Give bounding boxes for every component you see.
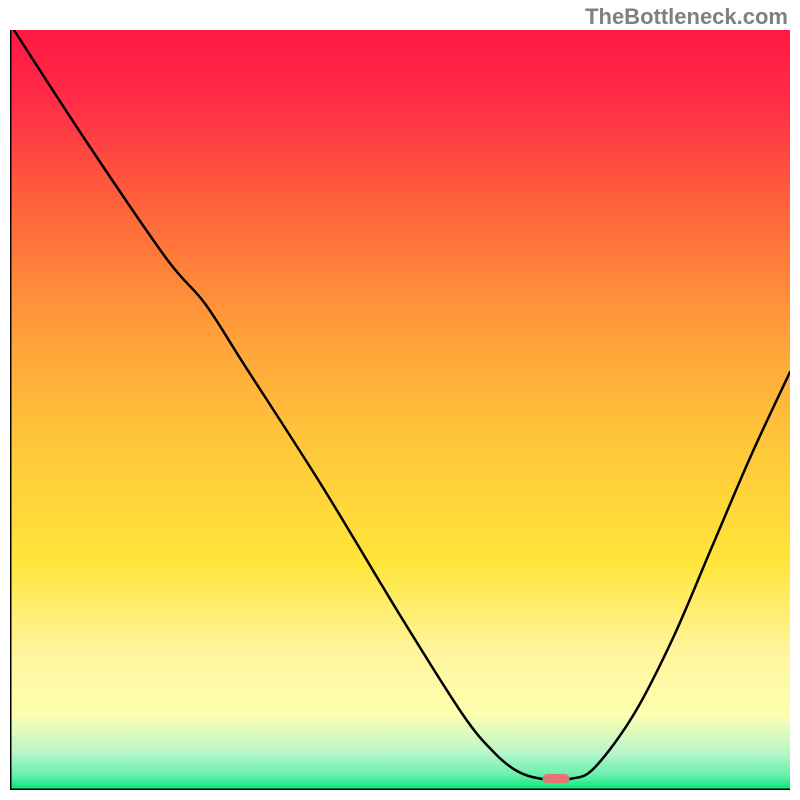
watermark-text: TheBottleneck.com xyxy=(585,4,788,30)
chart-background xyxy=(10,30,790,790)
optimal-marker xyxy=(542,774,569,783)
bottleneck-chart xyxy=(10,30,790,790)
